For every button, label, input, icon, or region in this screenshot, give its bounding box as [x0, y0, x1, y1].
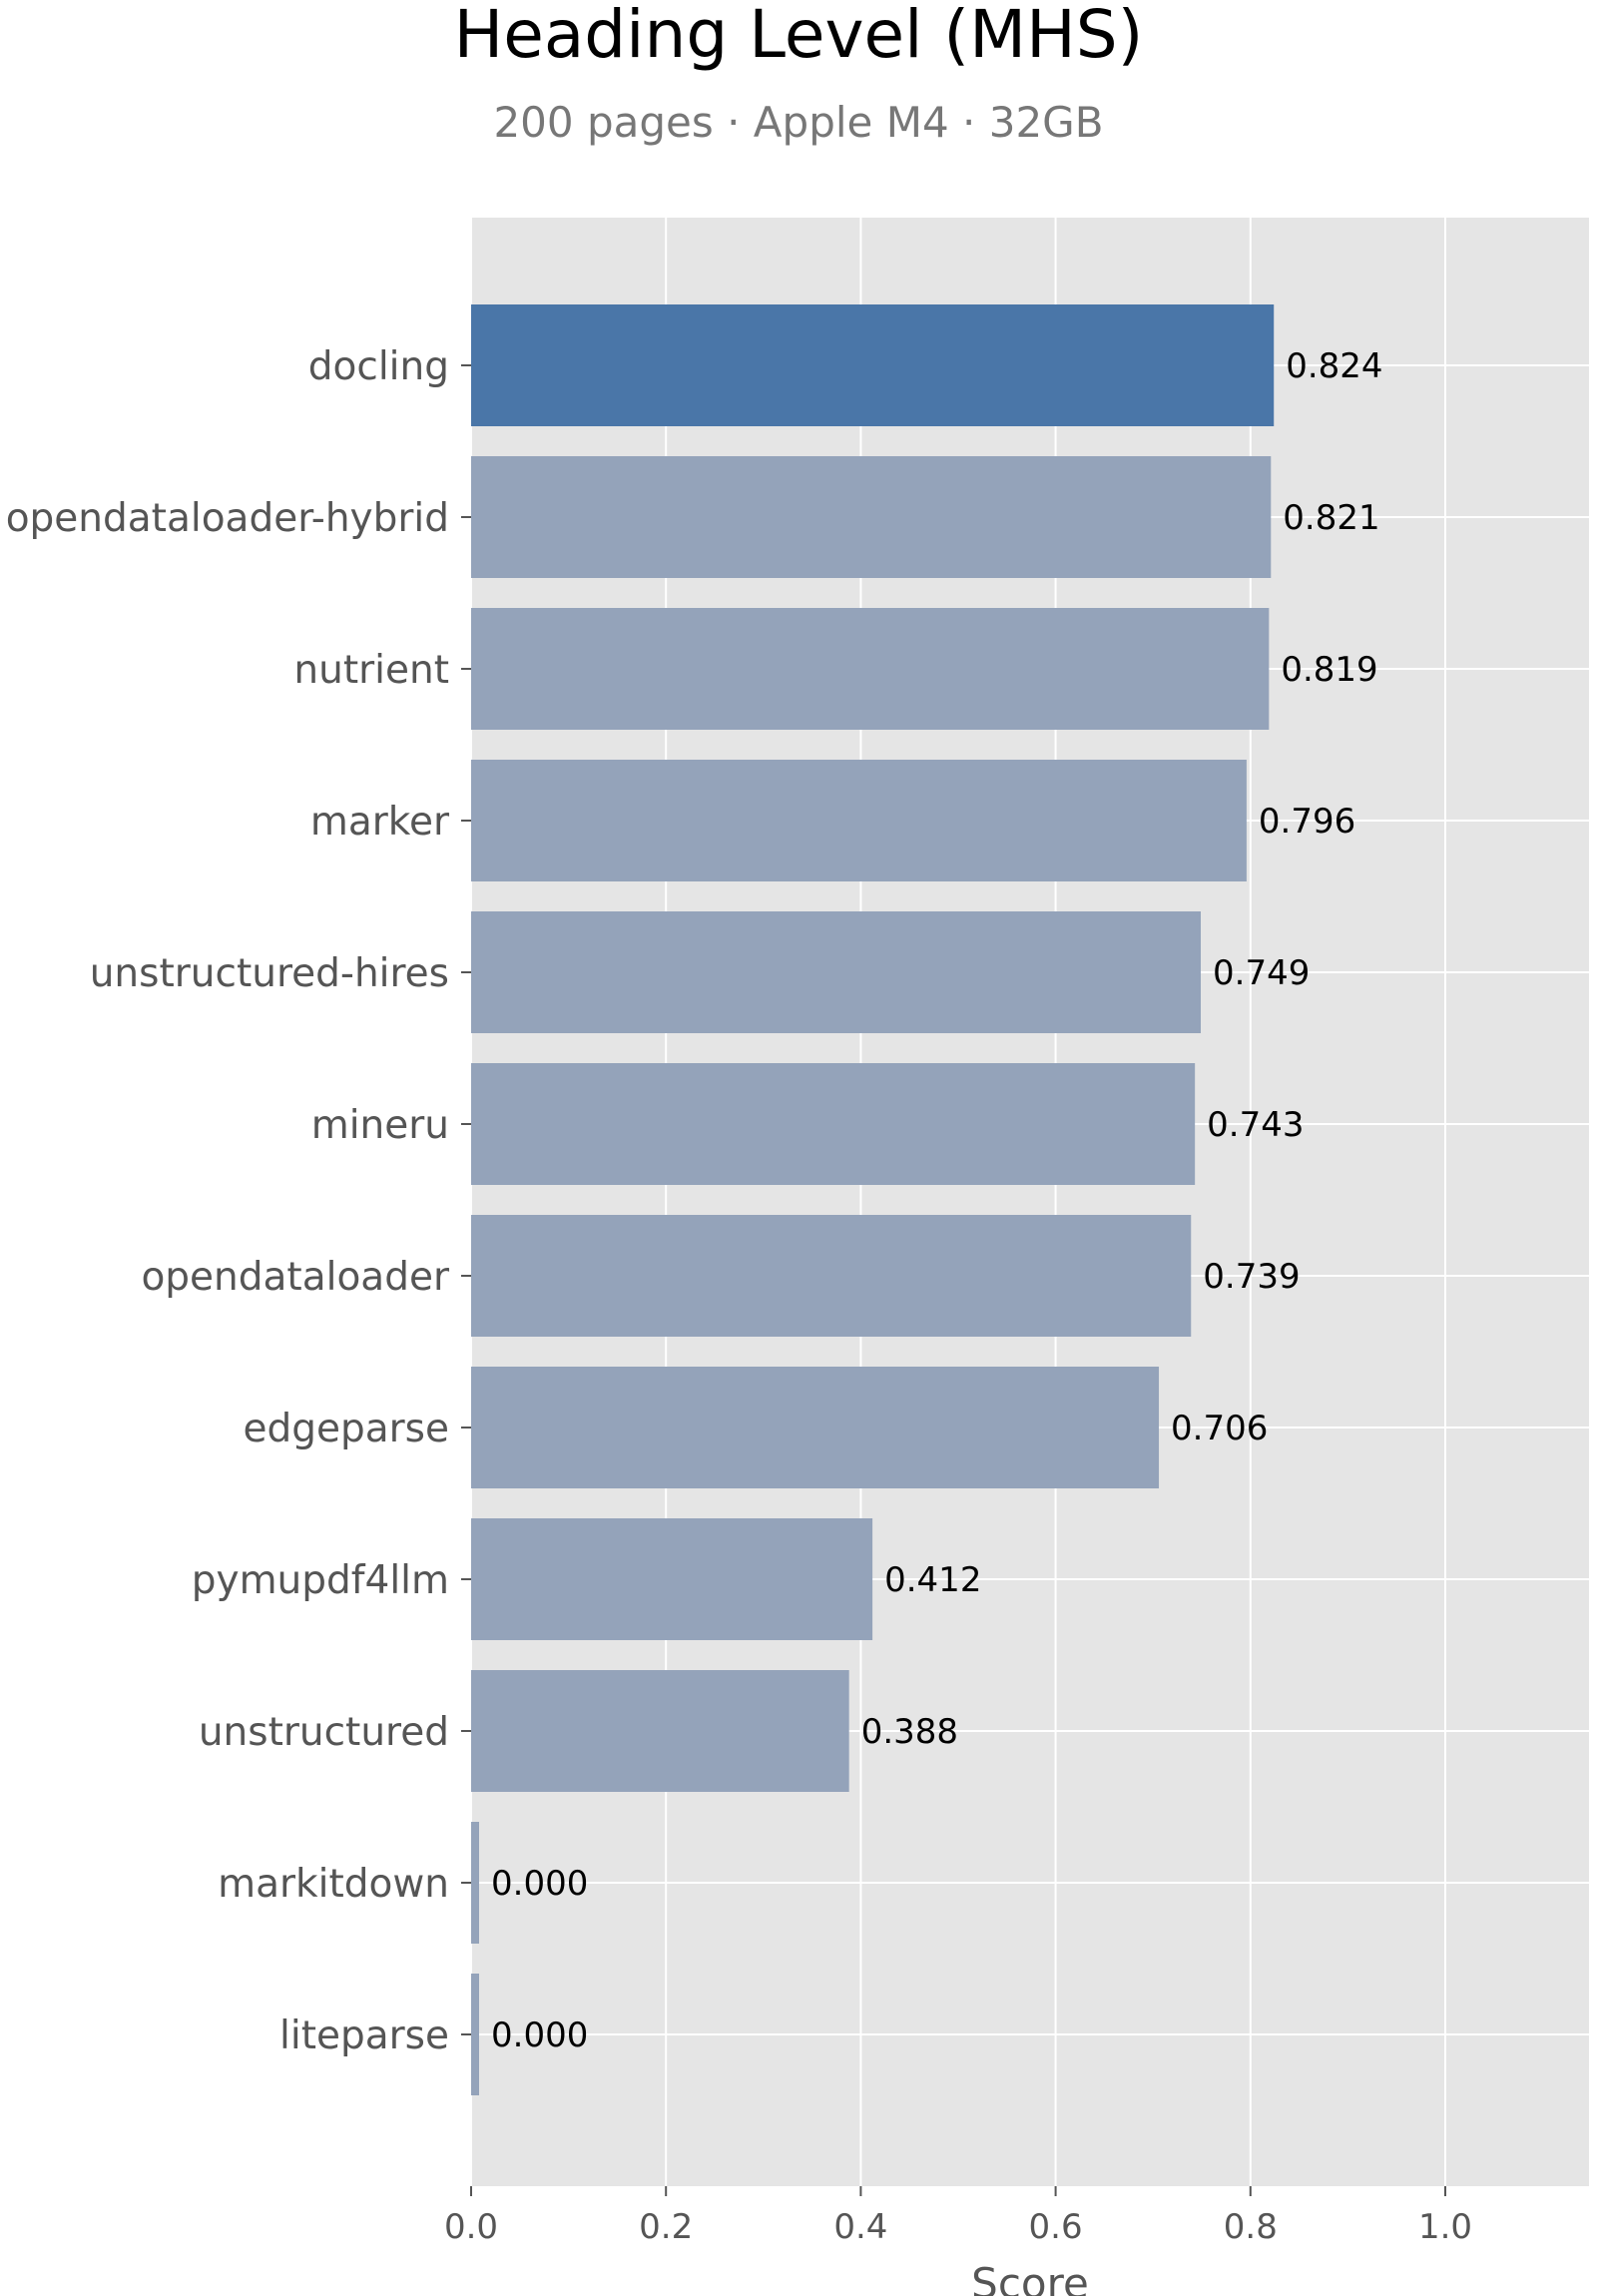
category-label: edgeparse [243, 1407, 449, 1451]
value-label: 0.819 [1281, 650, 1377, 690]
labels: 0.0 0.2 0.4 0.6 0.8 1.0 docling 0.824 opendatalo… [6, 344, 1472, 2247]
bar-docling [471, 304, 1275, 426]
x-axis-title: Score [971, 2259, 1089, 2296]
x-tick-label: 0.4 [833, 2207, 887, 2247]
bar-liteparse [471, 1974, 479, 2095]
value-label: 0.388 [861, 1712, 958, 1752]
value-label: 0.796 [1259, 802, 1355, 842]
x-tick-label: 0.0 [444, 2207, 498, 2247]
bar-mineru [471, 1063, 1196, 1185]
bar-unstructured-hires [471, 911, 1202, 1033]
category-label: pymupdf4llm [192, 1558, 449, 1603]
value-label: 0.706 [1171, 1409, 1268, 1448]
category-label: nutrient [293, 648, 449, 693]
category-label: mineru [311, 1103, 449, 1148]
value-label: 0.000 [491, 2015, 588, 2055]
bar-edgeparse [471, 1367, 1160, 1488]
bar-opendataloader-hybrid [471, 456, 1272, 578]
value-label: 0.824 [1286, 346, 1382, 386]
bars [471, 304, 1275, 2095]
bar-opendataloader [471, 1215, 1192, 1337]
category-label: liteparse [279, 2013, 449, 2058]
bar-unstructured [471, 1670, 849, 1792]
x-tick-label: 0.2 [639, 2207, 693, 2247]
category-label: markitdown [218, 1862, 449, 1907]
value-label: 0.739 [1203, 1257, 1300, 1297]
chart-title: Heading Level (MHS) [453, 0, 1144, 73]
category-label: docling [308, 344, 449, 389]
category-label: opendataloader-hybrid [6, 496, 449, 541]
category-label: unstructured-hires [90, 951, 449, 996]
x-tick-label: 0.8 [1224, 2207, 1278, 2247]
category-label: opendataloader [141, 1255, 450, 1300]
value-label: 0.743 [1207, 1105, 1304, 1145]
bar-marker [471, 760, 1247, 881]
value-label: 0.821 [1283, 498, 1379, 538]
bar-nutrient [471, 608, 1270, 730]
value-label: 0.412 [884, 1560, 981, 1600]
x-tick-label: 0.6 [1029, 2207, 1083, 2247]
chart-subtitle: 200 pages · Apple M4 · 32GB [493, 98, 1104, 147]
bar-pymupdf4llm [471, 1518, 873, 1640]
bar-markitdown [471, 1822, 479, 1944]
value-label: 0.000 [491, 1864, 588, 1904]
x-tick-label: 1.0 [1418, 2207, 1472, 2247]
category-label: unstructured [199, 1710, 449, 1755]
value-label: 0.749 [1213, 953, 1310, 993]
category-label: marker [310, 800, 450, 845]
